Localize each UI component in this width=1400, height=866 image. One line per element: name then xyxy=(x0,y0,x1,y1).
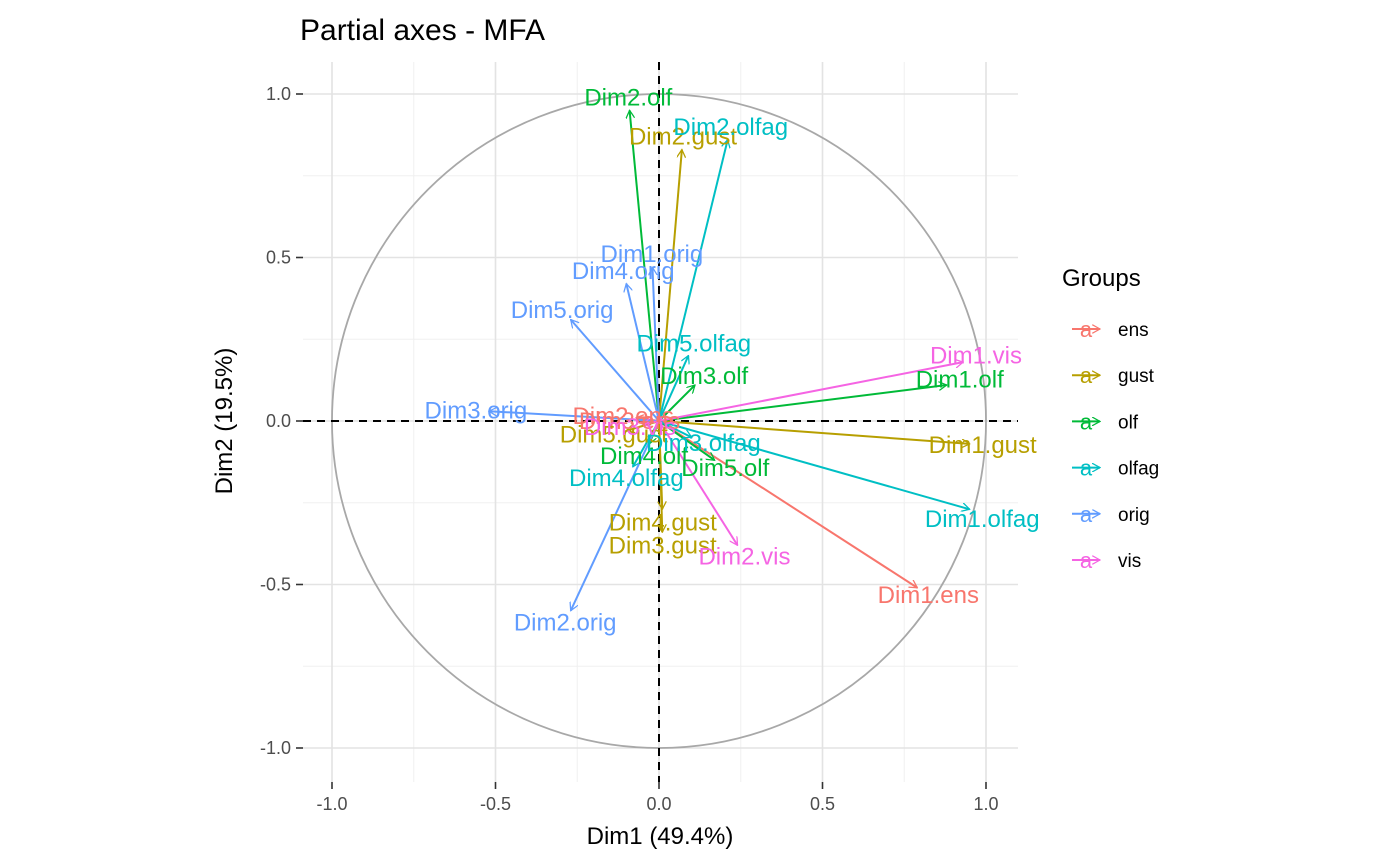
legend-key-glyph: a xyxy=(1080,317,1093,342)
legend-label: vis xyxy=(1118,551,1141,572)
y-tick-label: -1.0 xyxy=(260,738,291,758)
tick-labels: -1.0 -0.5 0.0 0.5 1.0 -1.0 -0.5 0.0 0.5 1.0 xyxy=(260,84,999,814)
axis-ticks xyxy=(296,93,987,789)
label-dim2-olfag: Dim2.olfag xyxy=(673,114,788,141)
y-tick-label: 1.0 xyxy=(266,84,291,104)
y-axis-title: Dim2 (19.5%) xyxy=(211,348,238,495)
label-dim1-vis: Dim1.vis xyxy=(930,343,1022,370)
label-dim5-gust: Dim5.gust xyxy=(560,422,668,449)
legend-label: orig xyxy=(1118,505,1150,526)
arrow-dim5-orig xyxy=(571,320,660,422)
label-dim3-gust: Dim3.gust xyxy=(609,532,717,559)
label-dim2-vis: Dim2.vis xyxy=(698,543,790,570)
arrow-dim2-olfag xyxy=(658,140,728,422)
arrow-dim1-olf xyxy=(658,385,947,422)
label-dim1-orig: Dim1.orig xyxy=(601,241,704,268)
legend-item-ens: a ens xyxy=(1072,317,1149,342)
x-tick-label: -0.5 xyxy=(480,794,511,814)
arrows-layer xyxy=(489,110,970,610)
legend-key-glyph: a xyxy=(1080,409,1093,434)
arrow-dim5-olf xyxy=(658,420,715,462)
arrow-dim1-ens xyxy=(658,420,917,589)
legend-item-olf: a olf xyxy=(1072,409,1139,434)
arrow-dim3-olfag xyxy=(658,420,692,437)
x-axis-title: Dim1 (49.4%) xyxy=(587,823,734,850)
arrow-dim3-vis xyxy=(643,421,660,424)
label-dim4-gust: Dim4.gust xyxy=(609,509,717,536)
arrow-dim1-gust xyxy=(658,420,970,444)
legend-label: olfag xyxy=(1118,459,1159,480)
label-dim2-olf: Dim2.olf xyxy=(584,84,672,111)
legend-key-glyph: a xyxy=(1080,502,1093,527)
legend-item-vis: a vis xyxy=(1072,548,1141,573)
label-dim1-gust: Dim1.gust xyxy=(929,432,1037,459)
label-dim2-orig: Dim2.orig xyxy=(514,610,617,637)
label-dim3-vis: Dim3.vis xyxy=(584,414,676,441)
legend-label: gust xyxy=(1118,366,1155,387)
label-dim1-olfag: Dim1.olfag xyxy=(925,506,1040,533)
arrow-dim3-olf xyxy=(658,385,695,422)
label-dim1-ens: Dim1.ens xyxy=(878,582,979,609)
label-dim3-orig: Dim3.orig xyxy=(425,397,528,424)
x-tick-label: -1.0 xyxy=(316,794,347,814)
label-dim5-olfag: Dim5.olfag xyxy=(636,331,751,358)
y-tick-label: 0.0 xyxy=(266,411,291,431)
x-tick-label: 0.0 xyxy=(646,794,671,814)
arrow-dim1-orig xyxy=(652,267,660,422)
label-dim4-orig: Dim4.orig xyxy=(572,258,675,285)
arrow-dim1-olfag xyxy=(658,420,970,509)
legend-item-orig: a orig xyxy=(1072,502,1150,527)
legend-item-gust: a gust xyxy=(1072,363,1155,388)
arrow-dim2-orig xyxy=(571,420,660,611)
label-dim1-olf: Dim1.olf xyxy=(916,366,1004,393)
label-dim2-gust: Dim2.gust xyxy=(629,124,737,151)
legend-item-olfag: a olfag xyxy=(1072,456,1159,481)
legend-key-glyph: a xyxy=(1080,456,1093,481)
arrow-dim4-orig xyxy=(626,284,660,422)
y-tick-label: -0.5 xyxy=(260,575,291,595)
label-dim4-olfag: Dim4.olfag xyxy=(569,465,684,492)
legend-title: Groups xyxy=(1062,265,1141,292)
label-dim5-olf: Dim5.olf xyxy=(681,455,769,482)
legend: Groups a ens a gust a olf a olfag a orig a vis xyxy=(1062,265,1159,573)
label-dim5-orig: Dim5.orig xyxy=(511,297,614,324)
label-dim3-olfag: Dim3.olfag xyxy=(646,430,761,457)
y-tick-label: 0.5 xyxy=(266,248,291,268)
arrow-dim4-gust xyxy=(659,420,662,509)
label-dim4-olf: Dim4.olf xyxy=(600,443,688,470)
legend-key-glyph: a xyxy=(1080,548,1093,573)
label-dim2-ens: Dim2.ens xyxy=(572,403,673,430)
arrow-dim5-olfag xyxy=(658,356,688,422)
label-dim3-olf: Dim3.olf xyxy=(660,363,748,390)
arrow-dim3-orig xyxy=(489,411,660,422)
legend-label: ens xyxy=(1118,320,1149,341)
label-dim3-ens: Dim3.ens xyxy=(579,408,680,435)
arrow-dim2-vis xyxy=(658,420,739,545)
x-tick-label: 0.5 xyxy=(810,794,835,814)
arrow-dim1-vis xyxy=(658,362,963,422)
chart-title: Partial axes - MFA xyxy=(300,14,545,47)
arrow-dim2-gust xyxy=(658,150,682,422)
arrow-dim2-olf xyxy=(630,110,660,422)
legend-label: olf xyxy=(1118,412,1139,433)
x-tick-label: 1.0 xyxy=(973,794,998,814)
grid-minor xyxy=(303,62,1018,782)
legend-items: a ens a gust a olf a olfag a orig a vis xyxy=(1072,317,1159,573)
legend-key-glyph: a xyxy=(1080,363,1093,388)
